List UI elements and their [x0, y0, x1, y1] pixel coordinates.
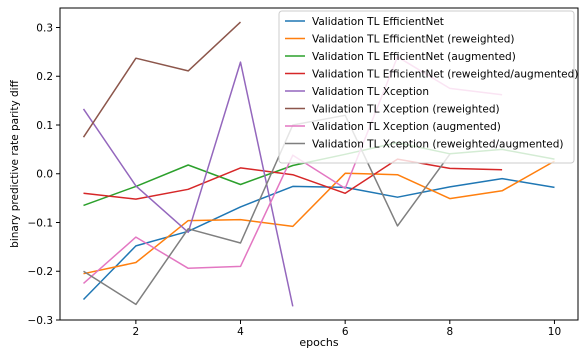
series-line-5	[82, 61, 294, 307]
series-line-6	[82, 21, 242, 138]
legend-entry: Validation TL Xception (reweighted/augme…	[312, 138, 563, 150]
legend-entry: Validation TL EfficientNet	[312, 16, 444, 28]
x-tick-label: 2	[133, 326, 140, 338]
x-tick-label: 10	[548, 326, 561, 338]
y-tick-label: 0.3	[36, 22, 53, 34]
series-line-4	[83, 158, 503, 200]
series-line-8	[83, 114, 451, 306]
y-axis: −0.3 −0.2 −0.1 0.0 0.1 0.2 0.3	[28, 22, 60, 327]
legend-entry: Validation TL EfficientNet (reweighted/a…	[312, 68, 578, 80]
x-tick-label: 6	[342, 326, 349, 338]
legend-entry: Validation TL EfficientNet (augmented)	[312, 51, 516, 63]
y-tick-label: 0.2	[36, 71, 53, 83]
legend-entry: Validation TL Xception (reweighted)	[312, 103, 500, 115]
plot-frame	[59, 7, 579, 321]
legend-entry: Validation TL EfficientNet (reweighted)	[312, 33, 515, 45]
x-tick-label: 8	[446, 326, 453, 338]
y-tick-label: −0.2	[28, 266, 54, 278]
x-tick-label: 4	[237, 326, 244, 338]
x-axis-label: epochs	[299, 336, 338, 349]
x-axis: 2 4 6 8 10	[133, 320, 561, 338]
y-tick-label: −0.3	[28, 315, 54, 327]
series-line-2	[83, 160, 555, 275]
series-line-1	[82, 177, 555, 301]
y-axis-label: binary predictive rate parity diff	[9, 79, 21, 247]
y-tick-label: 0.1	[36, 120, 53, 132]
legend: Validation TL EfficientNet Validation TL …	[278, 10, 578, 164]
y-tick-label: −0.1	[28, 217, 54, 229]
legend-box	[278, 10, 575, 164]
y-tick-label: 0.0	[36, 169, 53, 181]
legend-entry: Validation TL Xception (augmented)	[312, 121, 501, 133]
legend-entry: Validation TL Xception	[312, 86, 429, 98]
